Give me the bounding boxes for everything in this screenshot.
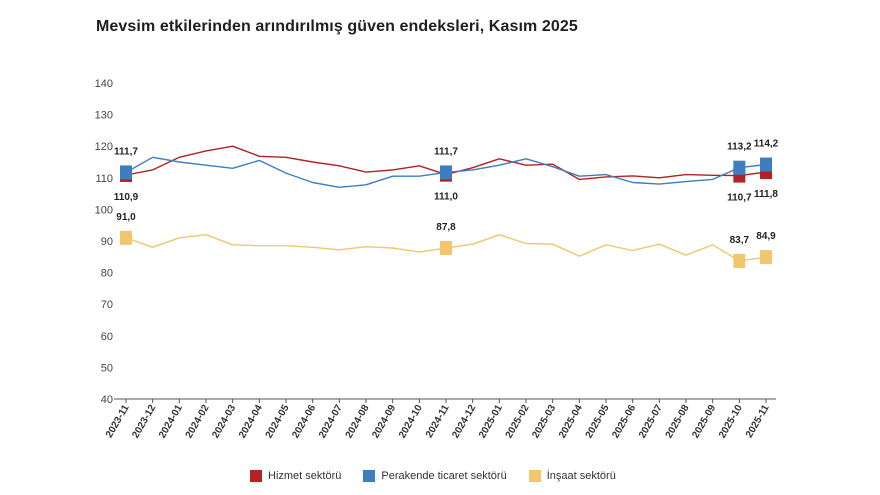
x-tick-label: 2023-11	[104, 403, 132, 440]
x-tick-label: 2024-08	[344, 403, 372, 441]
y-tick-label: 90	[101, 236, 113, 248]
data-label: 114,2	[754, 139, 779, 150]
legend-item-hizmet: Hizmet sektörü	[250, 470, 341, 482]
x-tick-label: 2025-11	[744, 403, 772, 440]
series-marker-2	[733, 253, 746, 268]
x-tick-label: 2024-03	[210, 403, 238, 441]
data-label: 111,7	[434, 146, 458, 157]
x-tick-label: 2024-07	[317, 403, 345, 441]
data-label: 87,8	[436, 222, 456, 233]
series-marker-1	[440, 165, 452, 180]
data-label: 110,9	[114, 192, 139, 203]
x-tick-label: 2024-11	[424, 403, 452, 440]
series-marker-2	[120, 230, 132, 245]
data-label: 113,2	[727, 142, 752, 153]
x-tick-label: 2024-10	[397, 403, 425, 441]
x-tick-label: 2025-09	[690, 403, 718, 441]
y-tick-label: 140	[95, 78, 113, 90]
x-tick-label: 2025-08	[664, 403, 692, 441]
line-chart: 40 50 60 70 80 90 100 110 120 130 140 2023-112023-1…	[95, 78, 779, 440]
legend-label-hizmet: Hizmet sektörü	[268, 470, 342, 482]
series-marker-2	[440, 240, 452, 255]
data-label: 111,8	[754, 189, 778, 200]
x-tick-label: 2024-02	[184, 403, 212, 441]
legend-swatch-insaat	[528, 470, 541, 482]
legend-label-insaat: İnşaat sektörü	[546, 470, 616, 482]
data-label: 84,9	[756, 231, 776, 242]
x-tick-label: 2024-06	[290, 403, 318, 441]
y-tick-label: 40	[101, 394, 113, 406]
data-label: 111,7	[114, 146, 138, 157]
series-marker-1	[120, 165, 132, 180]
x-tick-label: 2025-03	[530, 403, 558, 441]
x-tick-label: 2025-06	[610, 403, 638, 441]
chart-title: Mevsim etkilerinden arındırılmış güven e…	[96, 18, 578, 35]
y-tick-label: 120	[95, 141, 113, 153]
y-tick-label: 130	[95, 110, 113, 122]
x-tick-label: 2024-04	[237, 403, 265, 441]
y-tick-label: 80	[101, 268, 113, 280]
legend-item-insaat: İnşaat sektörü	[528, 470, 616, 482]
x-tick-label: 2025-02	[504, 403, 532, 441]
legend-swatch-perakende	[363, 470, 376, 482]
series-marker-1	[733, 160, 746, 175]
x-tick-label: 2024-09	[370, 403, 398, 441]
data-label: 111,0	[434, 192, 458, 203]
chart-legend: Hizmet sektörü Perakende ticaret sektörü…	[250, 470, 616, 482]
series-marker-1	[760, 157, 772, 172]
legend-label-perakende: Perakende ticaret sektörü	[381, 470, 507, 482]
data-label: 110,7	[727, 193, 752, 204]
x-tick-label: 2025-05	[584, 403, 612, 441]
x-tick-label: 2025-10	[717, 403, 745, 441]
x-tick-label: 2024-12	[450, 403, 478, 441]
series-marker-2	[760, 250, 772, 265]
chart-axes: 40 50 60 70 80 90 100 110 120 130 140 2023-112023-1…	[95, 78, 776, 440]
y-tick-label: 60	[101, 331, 113, 343]
data-label: 83,7	[730, 235, 750, 246]
chart-data-labels: 111,7 110,9 111,7 111,0 113,2 114,2 110,7 111,8…	[114, 139, 779, 246]
x-tick-label: 2023-12	[130, 403, 158, 441]
chart-markers	[120, 157, 772, 268]
y-tick-label: 70	[101, 299, 113, 311]
legend-swatch-hizmet	[250, 470, 262, 482]
data-label: 91,0	[116, 212, 136, 223]
x-tick-label: 2025-04	[557, 403, 585, 441]
x-tick-label: 2025-07	[637, 403, 665, 441]
y-tick-label: 100	[95, 204, 113, 216]
y-tick-label: 50	[101, 362, 113, 374]
legend-item-perakende: Perakende ticaret sektörü	[363, 470, 507, 482]
x-tick-label: 2024-01	[157, 403, 185, 441]
x-tick-label: 2024-05	[264, 403, 292, 441]
x-tick-label: 2025-01	[477, 403, 505, 441]
y-tick-label: 110	[95, 173, 113, 185]
